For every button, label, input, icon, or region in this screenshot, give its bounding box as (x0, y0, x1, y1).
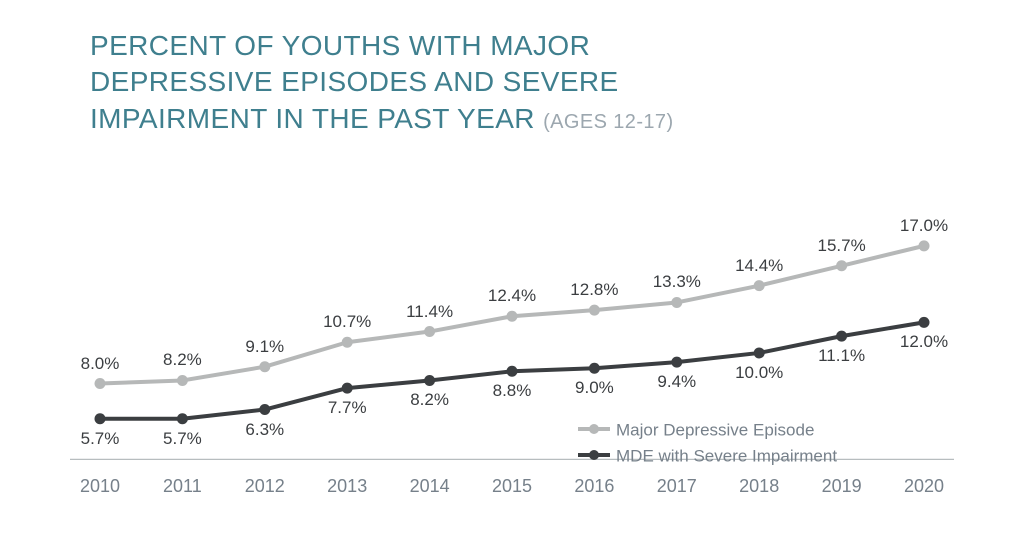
legend-label: Major Depressive Episode (616, 421, 814, 440)
x-axis-labels: 2010 2011 2012 2013 2014 2015 2016 2017 2018 2019… (70, 472, 954, 502)
data-marker (424, 375, 435, 386)
x-axis-label: 2020 (904, 476, 944, 497)
value-label: 15.7% (817, 236, 865, 256)
data-marker (342, 383, 353, 394)
data-marker (507, 311, 518, 322)
value-label: 11.4% (406, 302, 453, 322)
legend-item: Major Depressive Episode (578, 420, 814, 441)
value-label: 12.4% (488, 286, 536, 306)
value-label: 9.4% (657, 372, 696, 392)
value-label: 10.7% (323, 312, 371, 332)
legend-marker (578, 427, 610, 431)
legend-item: MDE with Severe Impairment (578, 446, 837, 467)
data-marker (671, 357, 682, 368)
value-label: 5.7% (81, 429, 120, 449)
value-label: 12.0% (900, 332, 948, 352)
x-axis-label: 2012 (245, 476, 285, 497)
value-label: 8.0% (81, 354, 120, 374)
x-axis-label: 2017 (657, 476, 697, 497)
x-axis-label: 2011 (163, 476, 202, 497)
data-marker (754, 347, 765, 358)
x-axis-label: 2016 (574, 476, 614, 497)
value-label: 13.3% (653, 272, 701, 292)
data-marker (342, 337, 353, 348)
value-label: 9.1% (245, 337, 284, 357)
value-label: 5.7% (163, 429, 202, 449)
value-label: 7.7% (328, 398, 367, 418)
data-marker (589, 305, 600, 316)
data-marker (424, 326, 435, 337)
title-line-2: DEPRESSIVE EPISODES AND SEVERE (90, 66, 619, 97)
value-label: 10.0% (735, 363, 783, 383)
x-axis-label: 2010 (80, 476, 120, 497)
data-marker (836, 260, 847, 271)
data-marker (754, 280, 765, 291)
data-marker (177, 375, 188, 386)
data-marker (95, 413, 106, 424)
data-marker (671, 297, 682, 308)
x-axis-label: 2015 (492, 476, 532, 497)
data-marker (259, 404, 270, 415)
value-label: 17.0% (900, 216, 948, 236)
data-marker (919, 240, 930, 251)
data-marker (836, 331, 847, 342)
data-marker (589, 363, 600, 374)
x-axis-label: 2018 (739, 476, 779, 497)
value-label: 11.1% (818, 346, 865, 366)
legend-marker (578, 453, 610, 457)
value-label: 14.4% (735, 256, 783, 276)
data-marker (507, 366, 518, 377)
title-subtitle: (AGES 12-17) (543, 111, 673, 133)
title-line-3: IMPAIRMENT IN THE PAST YEAR (90, 103, 535, 134)
legend-label: MDE with Severe Impairment (616, 447, 837, 466)
data-marker (177, 413, 188, 424)
value-label: 8.8% (493, 381, 532, 401)
value-label: 6.3% (245, 420, 284, 440)
data-marker (919, 317, 930, 328)
value-label: 12.8% (570, 280, 618, 300)
title-line-1: PERCENT OF YOUTHS WITH MAJOR (90, 30, 590, 61)
value-label: 9.0% (575, 378, 614, 398)
data-marker (259, 361, 270, 372)
value-label: 8.2% (163, 350, 202, 370)
x-axis-label: 2014 (410, 476, 450, 497)
value-label: 8.2% (410, 390, 449, 410)
x-axis-label: 2013 (327, 476, 367, 497)
data-marker (95, 378, 106, 389)
x-axis-label: 2019 (822, 476, 862, 497)
chart-title: PERCENT OF YOUTHS WITH MAJOR DEPRESSIVE … (90, 28, 850, 137)
